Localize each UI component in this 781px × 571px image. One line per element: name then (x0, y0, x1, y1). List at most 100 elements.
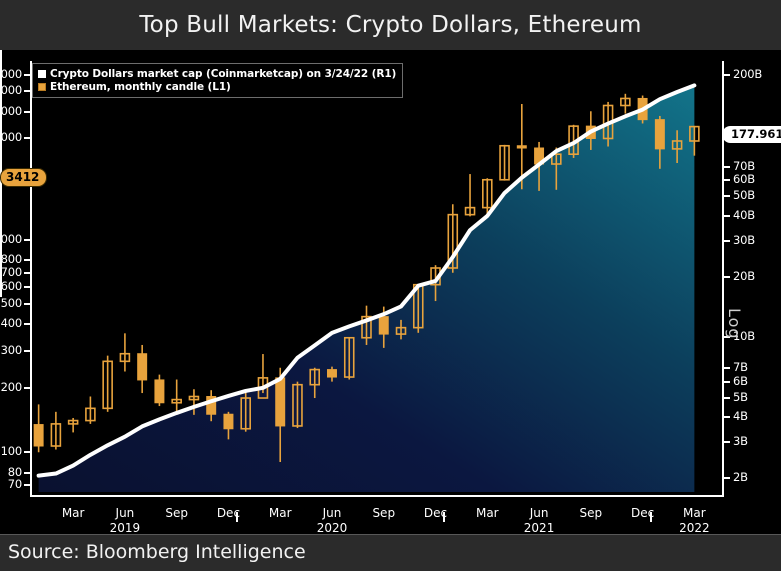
x-axis-tick (0, 131, 2, 136)
right-axis-tick (724, 416, 730, 419)
right-axis-tick (724, 214, 730, 217)
candle-body (654, 119, 665, 150)
left-axis-tick (24, 73, 30, 76)
candle-body (343, 336, 355, 378)
left-axis-tick (24, 323, 30, 326)
x-axis-tick (0, 155, 2, 164)
x-axis-tick (0, 60, 2, 69)
footer-bar (0, 534, 781, 571)
x-axis-tick (0, 93, 2, 98)
right-axis-tick (724, 396, 730, 399)
market-cap-area (38, 85, 695, 492)
x-axis-year-label: 2019 (109, 521, 141, 534)
candle-body (240, 397, 251, 430)
x-axis-tick (0, 250, 2, 259)
candle-body (137, 353, 148, 381)
left-axis-tick (24, 471, 30, 474)
left-axis-tick (24, 238, 30, 241)
x-axis-tick (0, 69, 2, 74)
right-axis-tick (724, 240, 730, 243)
candle-body (327, 369, 337, 378)
x-axis-tick-label: Mar (683, 506, 706, 520)
x-axis-tick-label: Jun (529, 506, 549, 520)
x-axis-tick-label: Dec (630, 506, 655, 520)
x-axis-tick (0, 74, 2, 79)
x-axis-tick (0, 117, 2, 126)
white-square-icon (38, 69, 46, 78)
x-axis-tick (0, 50, 2, 55)
candle-body (102, 360, 113, 410)
candle-body (50, 423, 62, 447)
x-axis-tick (0, 88, 2, 93)
candle-body (33, 424, 44, 447)
x-axis-tick (0, 245, 2, 250)
x-axis-labels: Mar Jun Sep Dec Mar Jun Sep Dec Mar Jun Sep Dec Mar 2… (0, 50, 781, 534)
right-axis-tick-label: 70B (733, 158, 755, 173)
right-axis-tick (724, 74, 730, 77)
left-axis-tick (24, 349, 30, 352)
candle-body (275, 377, 286, 427)
chart-legend: Crypto Dollars market cap (Coinmarketcap… (32, 63, 404, 98)
right-axis-tick-label: 5B (733, 389, 748, 404)
x-axis-tick (0, 231, 2, 240)
x-axis-tick-label: Mar (61, 506, 85, 520)
x-axis-tick (0, 264, 2, 269)
left-axis-tick (24, 271, 30, 274)
x-axis-tick (0, 278, 2, 283)
right-axis-line (722, 61, 724, 497)
right-axis-tick-label: 3B (733, 434, 748, 449)
right-axis-tick (724, 441, 730, 444)
x-axis-tick (0, 259, 2, 264)
source-attribution: Source: Bloomberg Intelligence (8, 541, 306, 563)
right-axis-tick-label: 7B (733, 360, 748, 375)
candle-body (67, 419, 79, 425)
right-axis-tick-label: 20B (733, 268, 755, 283)
left-axis-tick-label: 400 (0, 316, 23, 331)
x-axis-year-separator (236, 512, 239, 522)
x-axis-tick (0, 202, 2, 207)
x-axis-year-label: 2021 (523, 521, 555, 534)
candle-body (223, 413, 234, 430)
market-cap-line-path (36, 83, 697, 478)
left-axis-tick (24, 90, 30, 93)
right-axis-tick-label: 4B (733, 409, 748, 424)
x-axis-tick (0, 207, 2, 212)
x-axis-tick (0, 79, 2, 88)
candle-body (516, 145, 527, 149)
left-axis-tick (24, 387, 30, 390)
candle-body (447, 213, 459, 269)
log-scale-label: Log (725, 308, 744, 340)
x-axis-tick (0, 226, 2, 231)
left-axis-tick-label: 600 (0, 278, 23, 293)
x-axis-tick (0, 150, 2, 155)
x-axis-tick-label: Dec (423, 506, 448, 520)
left-axis-tick (24, 137, 30, 140)
x-axis-tick (0, 212, 2, 221)
right-axis-tick-label: 30B (733, 233, 755, 248)
candle-body (154, 379, 165, 404)
candle-body (482, 178, 493, 209)
x-axis-tick (0, 283, 2, 288)
x-axis-year-label: 2022 (679, 521, 710, 534)
left-axis-value-badge: 3412 (0, 167, 48, 187)
x-axis-year-separator (443, 512, 446, 522)
candle-body (171, 398, 182, 404)
x-axis-tick (0, 126, 2, 131)
left-axis-tick-label: 4000 (0, 103, 22, 118)
right-axis-tick (724, 275, 730, 278)
x-axis-tick (0, 269, 2, 278)
candle-body (119, 352, 131, 363)
chart-panel: 7080100200300400500600700800100020003000… (0, 50, 781, 534)
plot-area (30, 63, 703, 492)
right-axis-tick (724, 367, 730, 370)
left-axis-tick (24, 484, 30, 487)
x-axis-tick-label: Jun (322, 506, 342, 520)
x-axis-tick (0, 164, 2, 169)
left-axis-tick (24, 302, 30, 305)
x-axis-tick (0, 136, 2, 145)
left-axis-tick-label: 3000 (0, 130, 22, 145)
market-cap-line (36, 83, 697, 478)
x-axis-tick (0, 183, 2, 188)
bottom-axis-line (30, 495, 724, 497)
left-axis-line (30, 61, 32, 497)
